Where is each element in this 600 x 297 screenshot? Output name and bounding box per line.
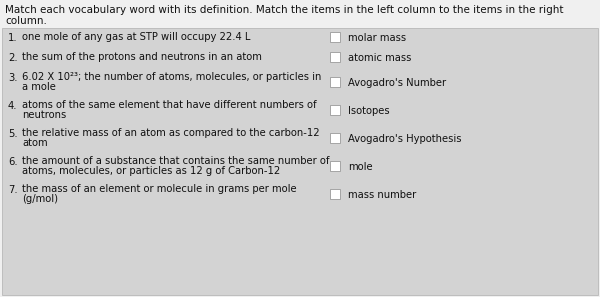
Text: mass number: mass number [348, 190, 416, 200]
Text: column.: column. [5, 16, 47, 26]
Text: the relative mass of an atom as compared to the carbon-12: the relative mass of an atom as compared… [22, 128, 320, 138]
Text: (g/mol): (g/mol) [22, 194, 58, 204]
Text: 2.: 2. [8, 53, 17, 63]
FancyBboxPatch shape [330, 32, 340, 42]
Text: molar mass: molar mass [348, 33, 406, 43]
FancyBboxPatch shape [330, 161, 340, 171]
Text: 5.: 5. [8, 129, 17, 139]
Text: Avogadro's Hypothesis: Avogadro's Hypothesis [348, 134, 461, 144]
Text: Isotopes: Isotopes [348, 106, 389, 116]
Text: 3.: 3. [8, 73, 17, 83]
Text: mole: mole [348, 162, 373, 172]
FancyBboxPatch shape [330, 77, 340, 87]
Text: atoms, molecules, or particles as 12 g of Carbon-12: atoms, molecules, or particles as 12 g o… [22, 166, 280, 176]
Text: atoms of the same element that have different numbers of: atoms of the same element that have diff… [22, 100, 317, 110]
FancyBboxPatch shape [330, 52, 340, 62]
Text: Match each vocabulary word with its definition. Match the items in the left colu: Match each vocabulary word with its defi… [5, 5, 563, 15]
Text: the amount of a substance that contains the same number of: the amount of a substance that contains … [22, 156, 329, 166]
Text: atom: atom [22, 138, 47, 148]
Text: 6.02 X 10²³; the number of atoms, molecules, or particles in: 6.02 X 10²³; the number of atoms, molecu… [22, 72, 322, 82]
Text: 6.: 6. [8, 157, 17, 167]
FancyBboxPatch shape [2, 28, 598, 295]
Text: one mole of any gas at STP will occupy 22.4 L: one mole of any gas at STP will occupy 2… [22, 32, 250, 42]
Text: 4.: 4. [8, 101, 17, 111]
FancyBboxPatch shape [330, 133, 340, 143]
Text: neutrons: neutrons [22, 110, 66, 120]
FancyBboxPatch shape [330, 189, 340, 199]
Text: a mole: a mole [22, 82, 56, 92]
Text: the sum of the protons and neutrons in an atom: the sum of the protons and neutrons in a… [22, 52, 262, 62]
Text: 1.: 1. [8, 33, 17, 43]
FancyBboxPatch shape [330, 105, 340, 115]
Text: atomic mass: atomic mass [348, 53, 412, 63]
Text: Avogadro's Number: Avogadro's Number [348, 78, 446, 88]
Text: 7.: 7. [8, 185, 17, 195]
Text: the mass of an element or molecule in grams per mole: the mass of an element or molecule in gr… [22, 184, 296, 194]
